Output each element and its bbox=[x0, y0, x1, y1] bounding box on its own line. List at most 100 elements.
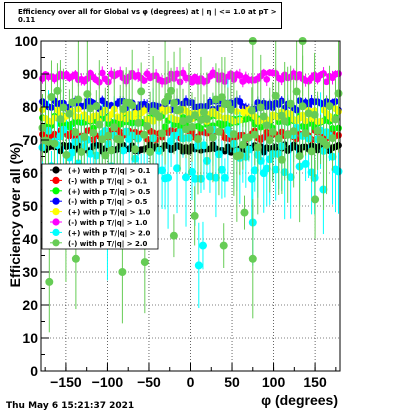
data-point bbox=[199, 141, 208, 150]
legend-label: (+) with p T/|q| > 0.1 bbox=[68, 167, 151, 176]
y-tick-label: 0 bbox=[30, 363, 38, 379]
data-point bbox=[247, 174, 256, 183]
data-point bbox=[107, 111, 115, 118]
timestamp-footer: Thu May 6 15:21:37 2021 bbox=[6, 401, 135, 411]
data-point bbox=[194, 261, 203, 270]
data-point bbox=[98, 69, 106, 77]
data-point bbox=[47, 92, 56, 101]
data-point bbox=[187, 167, 196, 176]
y-tick-label: 70 bbox=[22, 132, 38, 148]
y-tick-label: 60 bbox=[22, 165, 38, 181]
y-tick-label: 30 bbox=[22, 264, 38, 280]
data-point bbox=[65, 109, 74, 118]
data-point bbox=[182, 125, 191, 134]
data-point bbox=[89, 128, 98, 137]
data-point bbox=[101, 151, 110, 160]
data-point bbox=[131, 145, 140, 154]
data-point bbox=[256, 103, 265, 112]
data-point bbox=[247, 106, 256, 115]
data-point bbox=[196, 115, 205, 124]
data-point bbox=[298, 102, 307, 111]
data-point bbox=[92, 151, 101, 160]
data-point bbox=[188, 78, 196, 86]
data-point bbox=[140, 107, 148, 114]
data-point bbox=[199, 108, 208, 117]
data-point bbox=[187, 123, 196, 132]
x-tick-label: −50 bbox=[137, 374, 161, 390]
data-point bbox=[274, 134, 283, 143]
data-point bbox=[238, 140, 247, 149]
legend: (+) with p T/|q| > 0.1(-) with p T/|q| >… bbox=[41, 163, 159, 250]
data-point bbox=[116, 135, 125, 144]
data-point bbox=[226, 105, 235, 114]
data-point bbox=[140, 77, 148, 84]
data-point bbox=[202, 114, 211, 123]
data-point bbox=[311, 195, 320, 204]
legend-label: (-) with p T/|q| > 2.0 bbox=[68, 240, 148, 249]
chart-title-box: Efficiency over all for Global vs φ (deg… bbox=[4, 2, 282, 29]
data-point bbox=[295, 152, 304, 161]
y-tick-label: 80 bbox=[22, 99, 38, 115]
data-point bbox=[250, 130, 259, 139]
data-point bbox=[80, 132, 89, 141]
data-point bbox=[240, 208, 249, 217]
data-point bbox=[45, 277, 54, 286]
data-point bbox=[140, 130, 149, 139]
data-point bbox=[277, 155, 286, 164]
legend-label: (-) with p T/|q| > 0.1 bbox=[68, 177, 148, 186]
data-point bbox=[280, 117, 289, 126]
data-point bbox=[170, 99, 179, 108]
data-point bbox=[59, 103, 68, 112]
data-point bbox=[193, 135, 202, 144]
data-point bbox=[244, 133, 253, 142]
data-point bbox=[236, 98, 244, 105]
data-point bbox=[107, 146, 116, 155]
legend-marker bbox=[52, 187, 60, 195]
data-point bbox=[334, 89, 343, 98]
y-tick-label: 10 bbox=[22, 330, 38, 346]
legend-marker bbox=[52, 197, 60, 205]
data-point bbox=[74, 95, 83, 104]
chart-title: Efficiency over all for Global vs φ (deg… bbox=[18, 7, 277, 24]
data-point bbox=[271, 165, 280, 174]
data-point bbox=[104, 131, 113, 140]
data-point bbox=[190, 211, 199, 220]
data-point bbox=[307, 147, 316, 156]
data-point bbox=[263, 76, 271, 83]
y-axis-title: Efficiency over all (%) bbox=[7, 143, 23, 288]
x-tick-label: −100 bbox=[92, 374, 124, 390]
data-point bbox=[119, 105, 128, 114]
legend-marker bbox=[52, 228, 60, 236]
data-point bbox=[235, 151, 244, 160]
data-point bbox=[217, 93, 226, 102]
data-point bbox=[118, 268, 127, 276]
data-point bbox=[53, 86, 62, 95]
data-point bbox=[140, 258, 149, 267]
legend-marker bbox=[52, 239, 60, 247]
data-point bbox=[198, 241, 207, 250]
data-point bbox=[211, 173, 220, 182]
data-point bbox=[328, 134, 337, 143]
data-point bbox=[83, 90, 92, 99]
data-points bbox=[38, 37, 343, 333]
data-point bbox=[323, 78, 330, 86]
data-point bbox=[190, 111, 199, 120]
data-point bbox=[236, 72, 244, 79]
data-point bbox=[95, 120, 104, 129]
legend-marker bbox=[52, 176, 60, 184]
legend-box bbox=[41, 163, 159, 250]
data-point bbox=[268, 127, 277, 136]
data-point bbox=[173, 70, 181, 78]
data-point bbox=[334, 167, 343, 176]
data-point bbox=[322, 141, 331, 150]
data-point bbox=[119, 146, 128, 155]
data-point bbox=[217, 165, 226, 174]
data-point bbox=[286, 99, 295, 108]
legend-marker bbox=[52, 218, 60, 226]
data-point bbox=[182, 173, 191, 182]
legend-marker bbox=[52, 208, 60, 216]
data-point bbox=[220, 173, 229, 182]
data-point bbox=[262, 164, 271, 173]
data-point bbox=[256, 156, 265, 165]
